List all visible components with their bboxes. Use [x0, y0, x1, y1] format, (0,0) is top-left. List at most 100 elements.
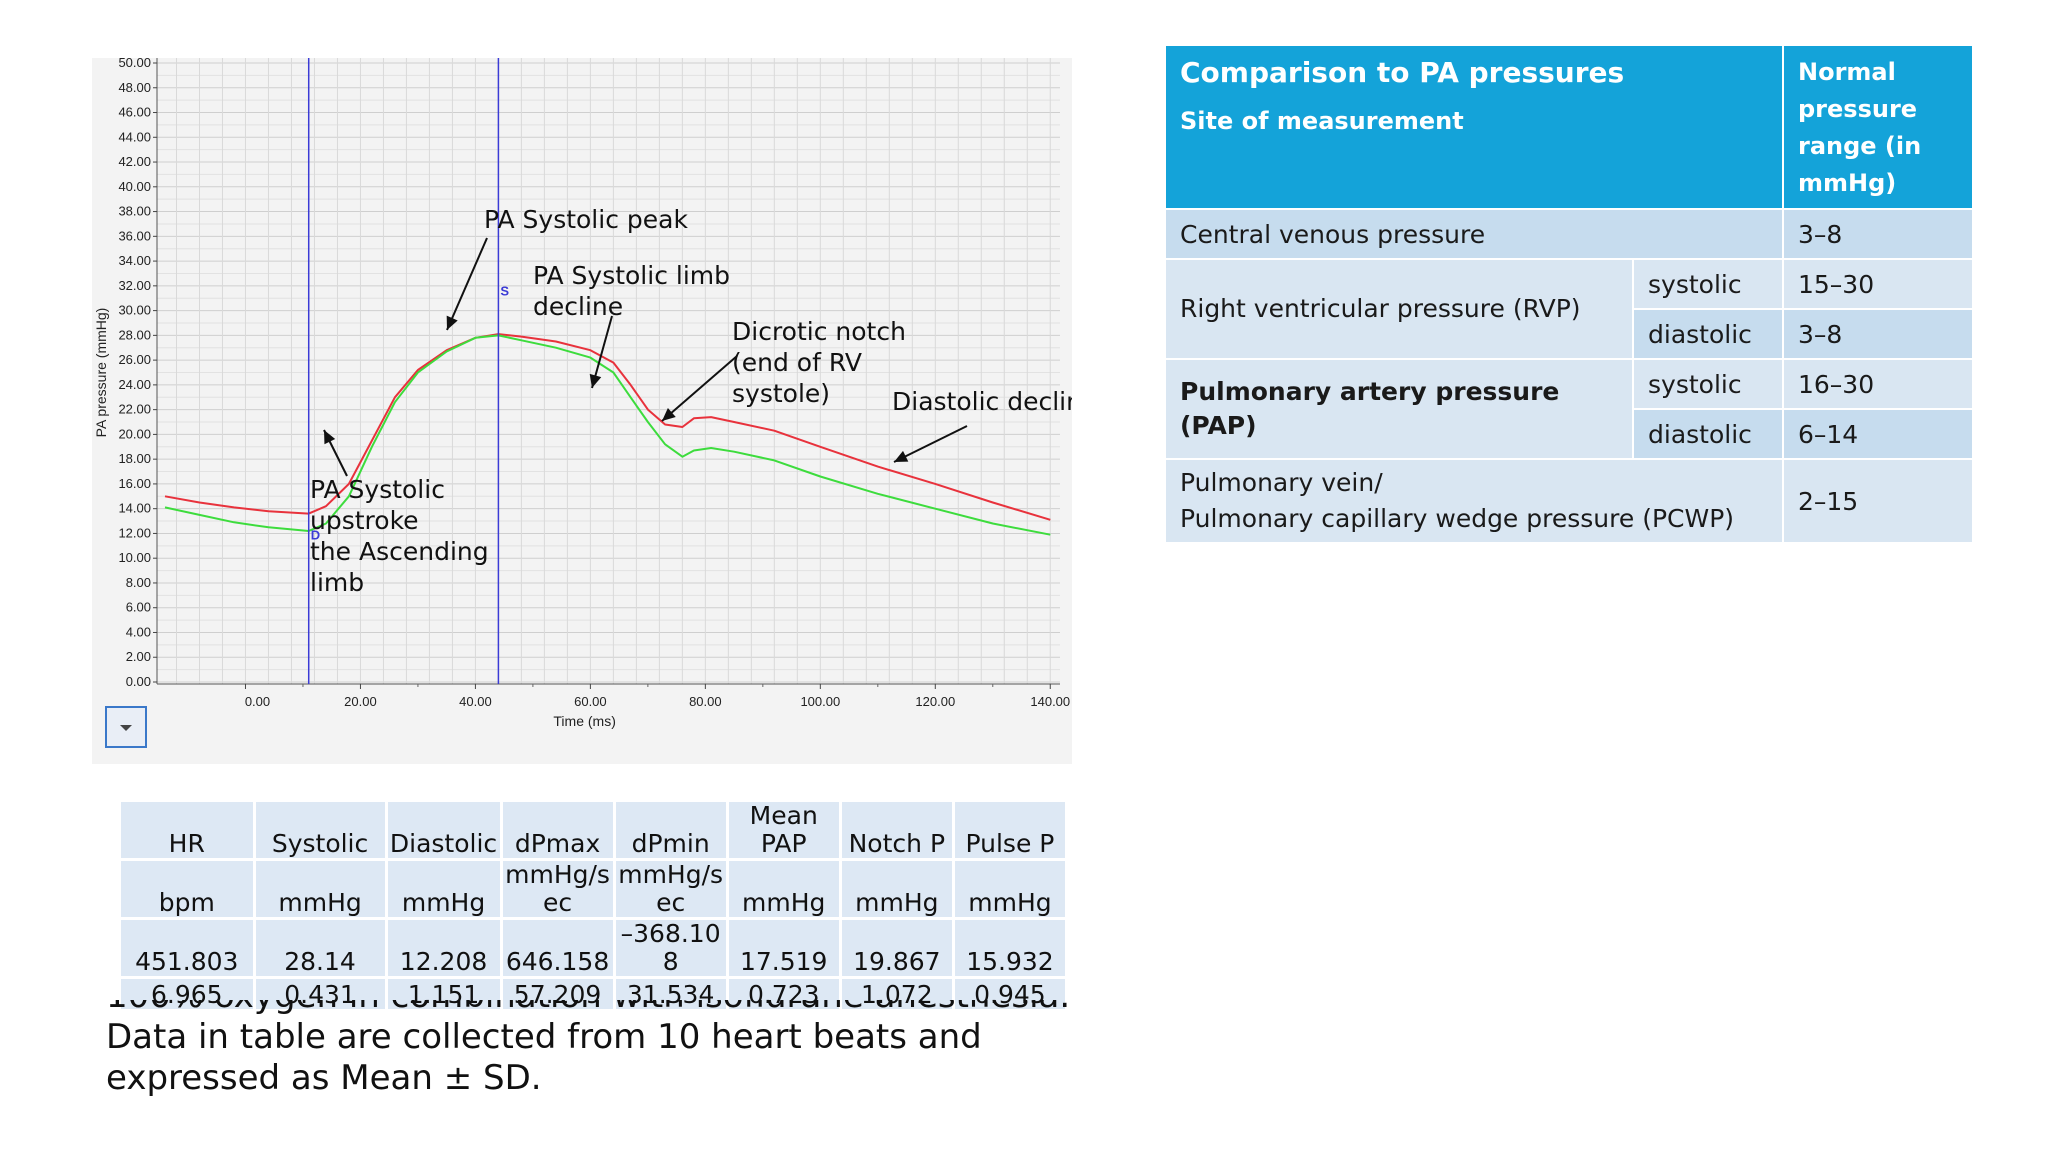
phase-rvp-diastolic: diastolic: [1634, 310, 1782, 358]
stats-cell-header-names: HR: [121, 802, 253, 858]
x-tick-label: 120.00: [915, 694, 955, 709]
y-tick-label: 24.00: [118, 377, 151, 392]
stats-cell-row-sd: 6.965: [121, 979, 253, 1009]
stats-cell-header-names: Mean PAP: [728, 802, 839, 858]
annotation-dicrotic-notch-line: systole): [732, 379, 830, 408]
stats-cell-header-names: Pulse P: [954, 802, 1065, 858]
y-tick-label: 16.00: [118, 476, 151, 491]
stats-cell-row-sd: 0.431: [255, 979, 385, 1009]
stats-cell-row-sd: 0.945: [954, 979, 1065, 1009]
dropdown-arrow-icon: [120, 725, 132, 731]
annotation-systolic-peak-arrowhead-icon: [446, 315, 458, 330]
annotation-dicrotic-notch-arrowhead-icon: [662, 407, 676, 421]
pa-comparison-table: Comparison to PA pressures Site of measu…: [1164, 44, 1974, 544]
stats-cell-header-names: dPmin: [615, 802, 726, 858]
y-axis-title: PA pressure (mmHg): [93, 308, 109, 438]
annotation-systolic-limb-decline-arrowhead-icon: [589, 373, 602, 388]
y-tick-label: 38.00: [118, 204, 151, 219]
series-line-1: [164, 333, 1051, 521]
x-tick-label: 140.00: [1030, 694, 1070, 709]
annotation-dicrotic-notch-line: Dicrotic notch: [732, 317, 906, 346]
footnote-line-3: expressed as Mean ± SD.: [106, 1058, 542, 1098]
x-tick-label: 100.00: [800, 694, 840, 709]
annotation-diastolic-decline-arrow: [893, 425, 968, 463]
y-tick-label: 48.00: [118, 80, 151, 95]
y-tick-label: 2.00: [126, 649, 151, 664]
phase-rvp-systolic: systolic: [1634, 260, 1782, 308]
stats-cell-row-mean: 451.803: [121, 920, 253, 976]
site-pcwp-line-2: Pulmonary capillary wedge pressure (PCWP…: [1180, 504, 1735, 533]
y-tick-label: 10.00: [118, 550, 151, 565]
chart-cursors[interactable]: DS: [307, 58, 510, 684]
y-tick-label: 50.00: [118, 58, 151, 70]
y-tick-label: 28.00: [118, 327, 151, 342]
y-tick-label: 4.00: [126, 624, 151, 639]
pressure-stats-table: HR Systolic Diastolic dPmax dPmin Mean PAP Not…: [118, 799, 1068, 1012]
y-tick-label: 20.00: [118, 426, 151, 441]
phase-pap-diastolic: diastolic: [1634, 410, 1782, 458]
range-pap-diastolic: 6–14: [1784, 410, 1972, 458]
pa-table-subtitle: Site of measurement: [1180, 107, 1464, 135]
annotation-dicrotic-notch-arrow: [661, 355, 738, 422]
series-line-2: [164, 334, 1051, 536]
annotation-systolic-upstroke-arrowhead-icon: [324, 430, 336, 445]
annotation-systolic-peak-line: PA Systolic peak: [484, 205, 688, 234]
site-pcwp-line-1: Pulmonary vein/: [1180, 468, 1383, 497]
cursor-label-d: D: [311, 528, 320, 543]
stats-cell-header-units: mmHg/sec: [615, 861, 726, 917]
footnote: 100% oxygen in combination with isoflura…: [106, 1000, 1106, 1099]
stats-cell-header-names: Diastolic: [387, 802, 500, 858]
y-tick-label: 8.00: [126, 575, 151, 590]
y-tick-label: 34.00: [118, 253, 151, 268]
cursor-label-s: S: [500, 284, 509, 299]
annotation-systolic-limb-decline-line: PA Systolic limb: [533, 261, 730, 290]
annotation-systolic-upstroke-line: PA Systolic: [310, 475, 445, 504]
chart-grid: [157, 58, 1060, 684]
stats-cell-header-names: Systolic: [255, 802, 385, 858]
site-pap: Pulmonary artery pressure (PAP): [1166, 360, 1632, 458]
y-tick-label: 14.00: [118, 501, 151, 516]
chart-axes: 0.00 2.00 4.00 6.00 8.00 10.00 12.00 14.00 16.00…: [118, 58, 1070, 709]
chart-menu-button[interactable]: [105, 706, 147, 748]
stats-cell-row-mean: 17.519: [728, 920, 839, 976]
stats-cell-row-sd: 31.534: [615, 979, 726, 1009]
stats-cell-header-units: mmHg: [728, 861, 839, 917]
stats-cell-row-sd: 0.723: [728, 979, 839, 1009]
normal-range-header: Normal pressure range (in mmHg): [1784, 46, 1972, 208]
range-central-venous: 3–8: [1784, 210, 1972, 258]
annotation-systolic-limb-decline-line: decline: [533, 292, 623, 321]
x-tick-label: 20.00: [344, 694, 377, 709]
stats-cell-row-mean: –368.108: [615, 920, 726, 976]
annotation-systolic-upstroke-line: the Ascending: [310, 537, 489, 566]
range-rvp-systolic: 15–30: [1784, 260, 1972, 308]
y-tick-label: 0.00: [126, 674, 151, 689]
stats-cell-row-mean: 646.158: [502, 920, 613, 976]
phase-pap-systolic: systolic: [1634, 360, 1782, 408]
x-tick-label: 0.00: [245, 694, 270, 709]
stats-cell-row-sd: 1.151: [387, 979, 500, 1009]
y-tick-label: 32.00: [118, 278, 151, 293]
y-tick-label: 6.00: [126, 600, 151, 615]
stats-cell-header-units: bpm: [121, 861, 253, 917]
site-rvp: Right ventricular pressure (RVP): [1166, 260, 1632, 358]
range-pcwp: 2–15: [1784, 460, 1972, 542]
footnote-line-2: Data in table are collected from 10 hear…: [106, 1017, 982, 1057]
stats-cell-header-units: mmHg: [255, 861, 385, 917]
site-central-venous: Central venous pressure: [1166, 210, 1782, 258]
stats-cell-row-sd: 1.072: [841, 979, 952, 1009]
annotation-diastolic-decline-line: Diastolic decline: [892, 387, 1072, 416]
x-tick-label: 60.00: [574, 694, 607, 709]
annotation-systolic-peak-arrow: [446, 237, 488, 331]
x-axis-title: Time (ms): [553, 713, 615, 729]
y-tick-label: 18.00: [118, 451, 151, 466]
range-pap-systolic: 16–30: [1784, 360, 1972, 408]
stats-cell-row-mean: 19.867: [841, 920, 952, 976]
annotation-systolic-upstroke-line: upstroke: [310, 506, 419, 535]
stats-cell-row-mean: 15.932: [954, 920, 1065, 976]
y-tick-label: 12.00: [118, 525, 151, 540]
stats-cell-row-mean: 12.208: [387, 920, 500, 976]
annotation-diastolic-decline-arrowhead-icon: [894, 450, 909, 462]
stats-cell-row-sd: 57.209: [502, 979, 613, 1009]
stats-cell-header-units: mmHg/sec: [502, 861, 613, 917]
stats-cell-header-names: dPmax: [502, 802, 613, 858]
